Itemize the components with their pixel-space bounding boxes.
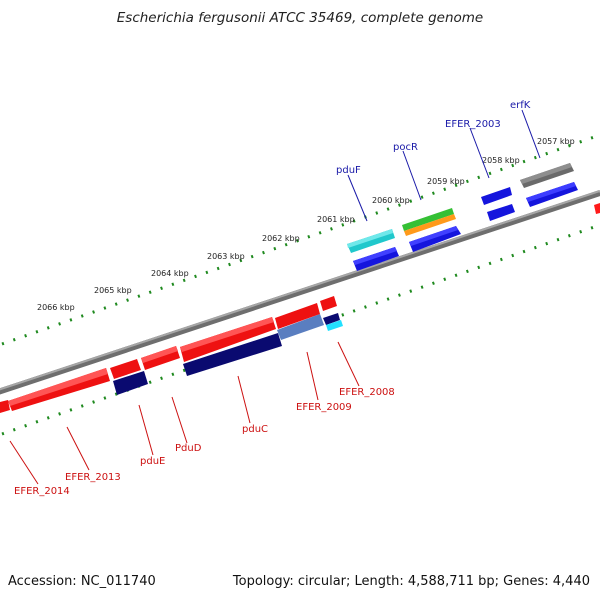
scale-label: 2059 kbp <box>427 177 465 186</box>
gene-erfk[interactable] <box>520 163 574 188</box>
scale-label: 2058 kbp <box>482 156 520 165</box>
gene-label-efer-2003[interactable]: EFER_2003 <box>445 119 501 130</box>
gene-efer-2009[interactable] <box>275 303 324 340</box>
scale-label: 2061 kbp <box>317 215 355 224</box>
gene-efer-2003[interactable] <box>481 182 578 221</box>
gene-pduc[interactable] <box>180 317 282 376</box>
gene-label-pdud[interactable]: PduD <box>175 443 202 454</box>
gene-label-pduc[interactable]: pduC <box>242 424 268 435</box>
gene-efer-2001[interactable] <box>594 203 600 214</box>
gene-pdue[interactable] <box>110 359 148 395</box>
gene-label-efer-2008[interactable]: EFER_2008 <box>339 387 395 398</box>
gene-label-pdue[interactable]: pduE <box>140 456 165 467</box>
gene-efer-2005[interactable] <box>409 226 461 252</box>
gene-label-efer-2014[interactable]: EFER_2014 <box>14 486 70 497</box>
genome-title: Escherichia fergusonii ATCC 35469, compl… <box>116 10 484 26</box>
gene-pduf[interactable] <box>347 229 395 253</box>
scale-label: 2057 kbp <box>537 137 575 146</box>
scale-label: 2063 kbp <box>207 252 245 261</box>
gene-efer-2007[interactable] <box>353 247 399 271</box>
genome-backbone <box>0 190 600 395</box>
gene-labels-reverse: EFER_2008 EFER_2009 pduC PduD pduE EFER_… <box>14 387 395 497</box>
scale-label: 2060 kbp <box>372 196 410 205</box>
gene-label-efer-2013[interactable]: EFER_2013 <box>65 472 121 483</box>
gene-pocr[interactable] <box>402 208 456 236</box>
gene-efer-2013[interactable] <box>8 368 110 411</box>
gene-label-pduf[interactable]: pduF <box>336 165 361 176</box>
gene-efer-2014[interactable] <box>0 400 10 413</box>
reverse-strand <box>0 296 343 413</box>
scale-labels: 2057 kbp 2058 kbp 2059 kbp 2060 kbp 2061… <box>37 137 575 312</box>
accession-label: Accession: NC_011740 <box>8 574 156 589</box>
label-leaders <box>9 109 541 485</box>
gene-pdud[interactable] <box>141 346 180 370</box>
gene-label-efer-2009[interactable]: EFER_2009 <box>296 402 352 413</box>
scale-label: 2065 kbp <box>94 286 132 295</box>
gene-efer-2008[interactable] <box>320 296 343 331</box>
gene-labels-forward: erfK EFER_2003 pocR pduF <box>336 100 531 176</box>
gene-label-pocr[interactable]: pocR <box>393 142 418 153</box>
topology-label: Topology: circular; Length: 4,588,711 bp… <box>232 574 590 589</box>
forward-strand <box>347 163 600 271</box>
scale-label: 2062 kbp <box>262 234 300 243</box>
gene-label-erfk[interactable]: erfK <box>510 100 531 111</box>
scale-label: 2066 kbp <box>37 303 75 312</box>
scale-label: 2064 kbp <box>151 269 189 278</box>
